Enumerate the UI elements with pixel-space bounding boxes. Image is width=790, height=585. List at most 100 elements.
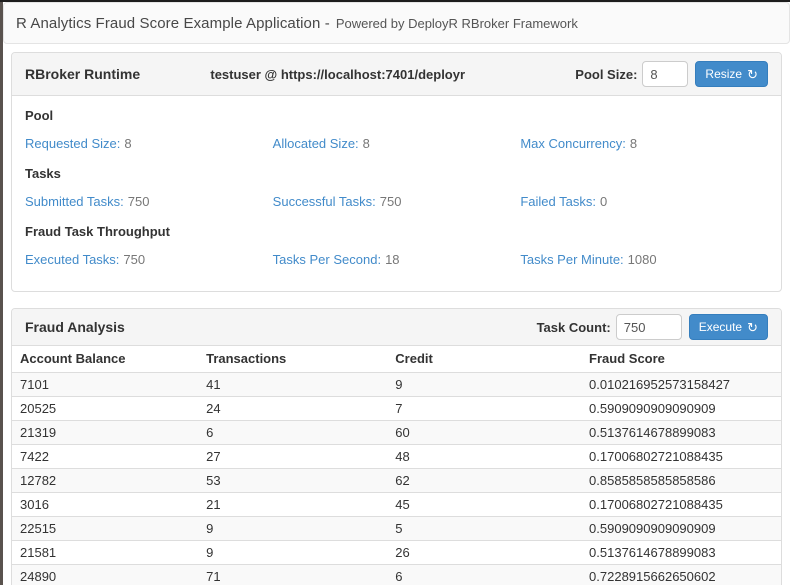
pool-size-label: Pool Size: [575, 66, 638, 82]
throughput-stats-row: Executed Tasks: 750 Tasks Per Second: 18 T… [25, 252, 768, 267]
stat-max-concurrency: Max Concurrency: 8 [520, 136, 768, 151]
table-row: 21581 9 26 0.5137614678899083 [12, 540, 781, 565]
stat-value: 8 [629, 136, 638, 151]
runtime-panel-title: RBroker Runtime [25, 66, 141, 82]
cell-credit: 5 [387, 516, 582, 541]
window-left-edge [0, 0, 3, 585]
stat-value: 1080 [627, 252, 657, 267]
stat-allocated-size: Allocated Size: 8 [273, 136, 521, 151]
cell-credit: 6 [387, 564, 582, 585]
stat-failed-tasks: Failed Tasks: 0 [520, 194, 768, 209]
analysis-panel-heading: Fraud Analysis Task Count: Execute ↻ [12, 309, 781, 346]
stat-label: Max Concurrency: [520, 136, 626, 151]
pool-size-controls: Pool Size: Resize ↻ [575, 61, 768, 87]
column-header-account-balance: Account Balance [12, 346, 199, 373]
resize-button[interactable]: Resize ↻ [695, 61, 768, 87]
table-row: 24890 71 6 0.7228915662650602 [12, 564, 781, 585]
runtime-panel: RBroker Runtime testuser @ https://local… [11, 52, 782, 292]
resize-button-label: Resize [705, 67, 743, 81]
task-count-input[interactable] [615, 314, 682, 340]
throughput-section: Fraud Task Throughput Executed Tasks: 750… [25, 224, 768, 267]
stat-label: Executed Tasks: [25, 252, 120, 267]
cell-credit: 48 [387, 444, 582, 469]
stat-value: 750 [123, 252, 146, 267]
pool-section-heading: Pool [25, 108, 54, 123]
stat-tasks-per-minute: Tasks Per Minute: 1080 [520, 252, 768, 267]
tasks-section: Tasks Submitted Tasks: 750 Successful Tas… [25, 166, 768, 209]
cell-transactions: 6 [198, 420, 388, 445]
stat-value: 8 [362, 136, 370, 151]
cell-fraud-score: 0.5909090909090909 [581, 516, 781, 541]
cell-account-balance: 20525 [12, 396, 199, 421]
cell-credit: 62 [387, 468, 582, 493]
stat-value: 750 [127, 194, 150, 209]
analysis-panel-title: Fraud Analysis [25, 319, 125, 335]
refresh-icon: ↻ [747, 66, 758, 82]
cell-transactions: 27 [198, 444, 388, 469]
runtime-panel-heading: RBroker Runtime testuser @ https://local… [12, 53, 781, 96]
fraud-table-body: 7101 41 9 0.010216952573158427 20525 24 … [12, 372, 781, 585]
stat-value: 18 [385, 252, 400, 267]
fraud-table-head: Account Balance Transactions Credit Frau… [12, 346, 781, 373]
cell-transactions: 71 [198, 564, 388, 585]
stat-submitted-tasks: Submitted Tasks: 750 [25, 194, 273, 209]
cell-transactions: 41 [206, 377, 221, 392]
header-row: Account Balance Transactions Credit Frau… [12, 346, 781, 373]
stat-value: 8 [124, 136, 132, 151]
task-count-controls: Task Count: Execute ↻ [537, 314, 768, 340]
fraud-table: Account Balance Transactions Credit Frau… [12, 346, 781, 585]
table-row: 7101 41 9 0.010216952573158427 [12, 372, 781, 397]
task-count-label: Task Count: [536, 319, 611, 335]
cell-account-balance: 22515 [12, 516, 199, 541]
cell-credit: 7 [387, 396, 582, 421]
cell-transactions: 9 [198, 516, 388, 541]
table-row: 21319 6 60 0.5137614678899083 [12, 420, 781, 445]
stat-label: Tasks Per Minute: [520, 252, 624, 267]
stat-label: Requested Size: [25, 136, 121, 151]
cell-account-balance: 7101 [20, 377, 49, 392]
server-endpoint: testuser @ https://localhost:7401/deploy… [210, 66, 466, 82]
cell-fraud-score: 0.5909090909090909 [581, 396, 781, 421]
pool-section: Pool Requested Size: 8 Allocated Size: 8 M… [25, 108, 768, 151]
cell-fraud-score: 0.010216952573158427 [589, 377, 731, 392]
cell-transactions: 21 [198, 492, 388, 517]
stat-tasks-per-second: Tasks Per Second: 18 [273, 252, 521, 267]
stat-value: 0 [599, 194, 608, 209]
navbar: R Analytics Fraud Score Example Applicat… [3, 2, 790, 44]
cell-fraud-score: 0.7228915662650602 [581, 564, 781, 585]
analysis-panel: Fraud Analysis Task Count: Execute ↻ Acc… [11, 308, 782, 585]
cell-account-balance: 24890 [12, 564, 199, 585]
cell-transactions: 53 [198, 468, 388, 493]
throughput-section-heading: Fraud Task Throughput [25, 224, 170, 239]
stat-executed-tasks: Executed Tasks: 750 [25, 252, 273, 267]
stat-label: Failed Tasks: [520, 194, 596, 209]
stat-requested-size: Requested Size: 8 [25, 136, 273, 151]
cell-account-balance: 7422 [12, 444, 199, 469]
pool-size-input[interactable] [642, 61, 689, 87]
cell-fraud-score: 0.5137614678899083 [581, 540, 781, 565]
table-row: 7422 27 48 0.17006802721088435 [12, 444, 781, 469]
execute-button[interactable]: Execute ↻ [688, 314, 768, 340]
stat-label: Submitted Tasks: [25, 194, 124, 209]
tasks-section-heading: Tasks [25, 166, 61, 181]
window-top-edge [0, 0, 790, 2]
stat-successful-tasks: Successful Tasks: 750 [273, 194, 521, 209]
stat-value: 750 [379, 194, 402, 209]
table-row: 20525 24 7 0.5909090909090909 [12, 396, 781, 421]
column-header-transactions: Transactions [198, 346, 388, 373]
cell-fraud-score: 0.5137614678899083 [581, 420, 781, 445]
stat-label: Tasks Per Second: [272, 252, 382, 267]
cell-transactions: 24 [198, 396, 388, 421]
cell-credit: 26 [387, 540, 582, 565]
cell-account-balance: 21581 [12, 540, 199, 565]
cell-fraud-score: 0.8585858585858586 [581, 468, 781, 493]
refresh-icon: ↻ [747, 319, 758, 335]
cell-account-balance: 12782 [12, 468, 199, 493]
page-subtitle: Powered by DeployR RBroker Framework [335, 15, 578, 31]
pool-stats-row: Requested Size: 8 Allocated Size: 8 Max Co… [25, 136, 768, 151]
column-header-credit: Credit [387, 346, 582, 373]
execute-button-label: Execute [698, 320, 743, 334]
stat-label: Allocated Size: [272, 136, 359, 151]
table-row: 22515 9 5 0.5909090909090909 [12, 516, 781, 541]
